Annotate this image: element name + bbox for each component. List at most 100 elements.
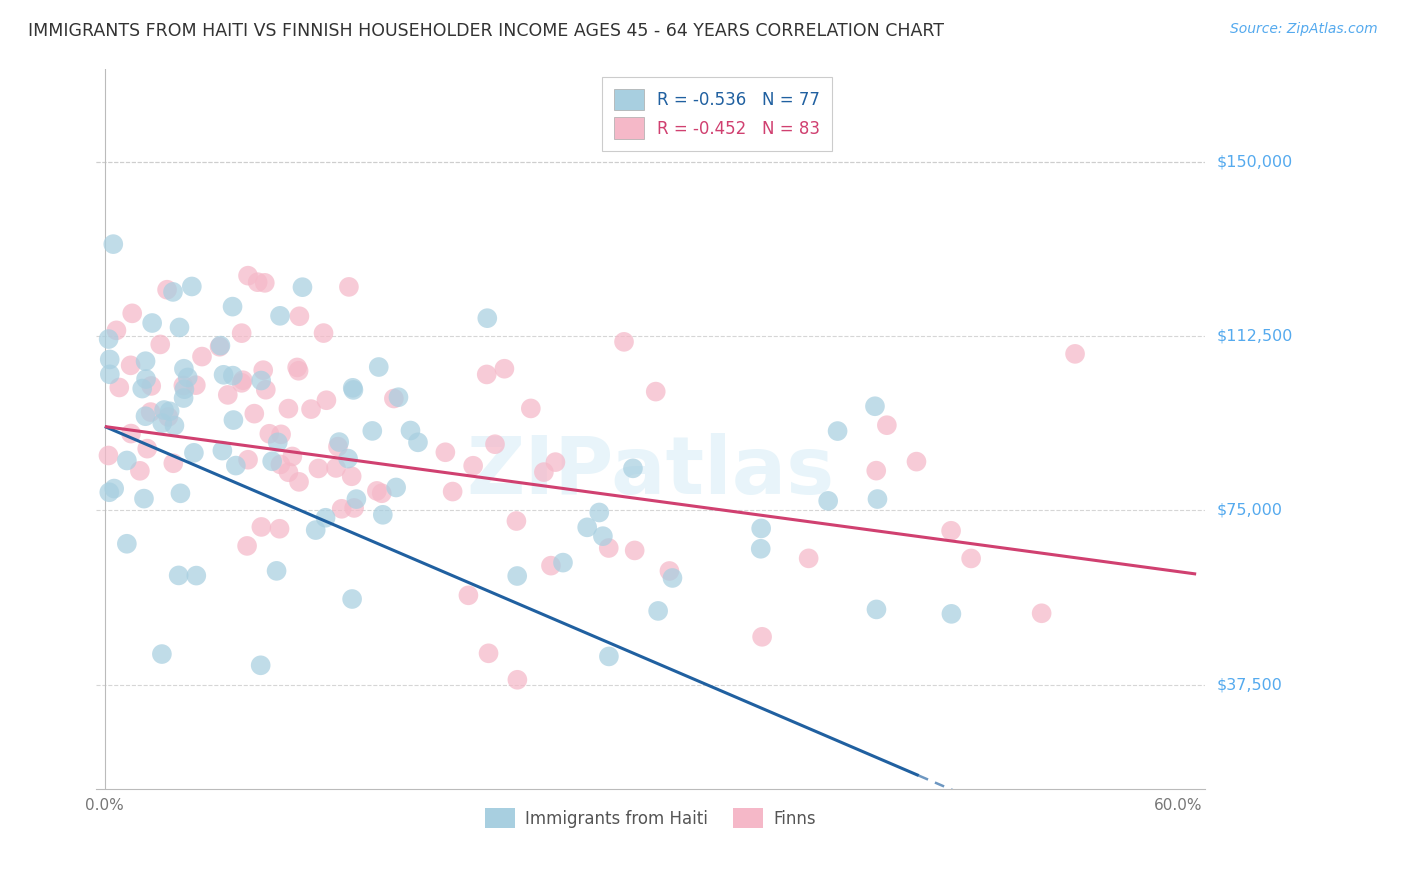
Point <box>134 409 156 424</box>
Point <box>262 454 284 468</box>
Point <box>153 403 176 417</box>
Point <box>97 449 120 463</box>
Point <box>180 279 202 293</box>
Point <box>520 401 543 416</box>
Point <box>266 564 288 578</box>
Point <box>291 280 314 294</box>
Point <box>132 491 155 506</box>
Point <box>120 426 142 441</box>
Text: $112,500: $112,500 <box>1216 328 1292 343</box>
Point <box>191 350 214 364</box>
Point <box>162 456 184 470</box>
Point <box>647 604 669 618</box>
Point <box>315 510 337 524</box>
Point <box>475 368 498 382</box>
Point <box>209 338 232 352</box>
Point <box>371 486 394 500</box>
Point <box>97 332 120 346</box>
Point <box>281 450 304 464</box>
Point <box>115 453 138 467</box>
Point <box>98 485 121 500</box>
Point <box>149 337 172 351</box>
Point <box>506 569 529 583</box>
Point <box>288 475 311 489</box>
Point <box>184 378 207 392</box>
Text: IMMIGRANTS FROM HAITI VS FINNISH HOUSEHOLDER INCOME AGES 45 - 64 YEARS CORRELATI: IMMIGRANTS FROM HAITI VS FINNISH HOUSEHO… <box>28 22 943 40</box>
Point <box>141 379 163 393</box>
Text: $150,000: $150,000 <box>1216 154 1292 169</box>
Point <box>277 465 299 479</box>
Point <box>960 551 983 566</box>
Point <box>162 285 184 299</box>
Point <box>211 443 233 458</box>
Point <box>222 368 245 383</box>
Point <box>939 524 962 538</box>
Point <box>315 393 337 408</box>
Point <box>797 551 820 566</box>
Text: $75,000: $75,000 <box>1216 503 1282 517</box>
Point <box>177 370 200 384</box>
Point <box>270 427 292 442</box>
Point <box>98 352 121 367</box>
Point <box>326 440 349 454</box>
Point <box>337 280 360 294</box>
Point <box>167 568 190 582</box>
Point <box>169 320 191 334</box>
Point <box>135 354 157 368</box>
Point <box>121 306 143 320</box>
Point <box>208 340 231 354</box>
Point <box>551 556 574 570</box>
Point <box>288 310 311 324</box>
Point <box>344 492 367 507</box>
Point <box>406 435 429 450</box>
Point <box>477 311 499 326</box>
Point <box>544 455 567 469</box>
Point <box>325 461 347 475</box>
Point <box>382 392 405 406</box>
Point <box>231 326 253 340</box>
Point <box>1064 347 1087 361</box>
Point <box>305 523 328 537</box>
Point <box>598 541 620 555</box>
Point <box>236 539 259 553</box>
Point <box>173 361 195 376</box>
Point <box>385 480 408 494</box>
Point <box>105 323 128 337</box>
Point <box>576 520 599 534</box>
Point <box>131 382 153 396</box>
Point <box>905 455 928 469</box>
Point <box>250 374 273 388</box>
Point <box>156 283 179 297</box>
Point <box>150 416 173 430</box>
Point <box>246 275 269 289</box>
Point <box>533 465 555 479</box>
Point <box>749 521 772 535</box>
Point <box>387 390 409 404</box>
Point <box>434 445 457 459</box>
Text: Source: ZipAtlas.com: Source: ZipAtlas.com <box>1230 22 1378 37</box>
Point <box>361 424 384 438</box>
Point <box>172 378 194 392</box>
Point <box>128 464 150 478</box>
Point <box>340 469 363 483</box>
Point <box>941 607 963 621</box>
Point <box>135 372 157 386</box>
Point <box>540 558 562 573</box>
Point <box>269 309 291 323</box>
Point <box>159 404 181 418</box>
Point <box>749 541 772 556</box>
Point <box>827 424 849 438</box>
Point <box>307 461 329 475</box>
Point <box>139 405 162 419</box>
Point <box>865 602 887 616</box>
Point <box>598 649 620 664</box>
Text: ZIPatlas: ZIPatlas <box>467 434 835 511</box>
Point <box>505 514 527 528</box>
Point <box>157 409 180 424</box>
Point <box>463 458 485 473</box>
Point <box>217 388 239 402</box>
Point <box>371 508 394 522</box>
Point <box>477 646 499 660</box>
Point <box>108 380 131 394</box>
Point <box>328 435 350 450</box>
